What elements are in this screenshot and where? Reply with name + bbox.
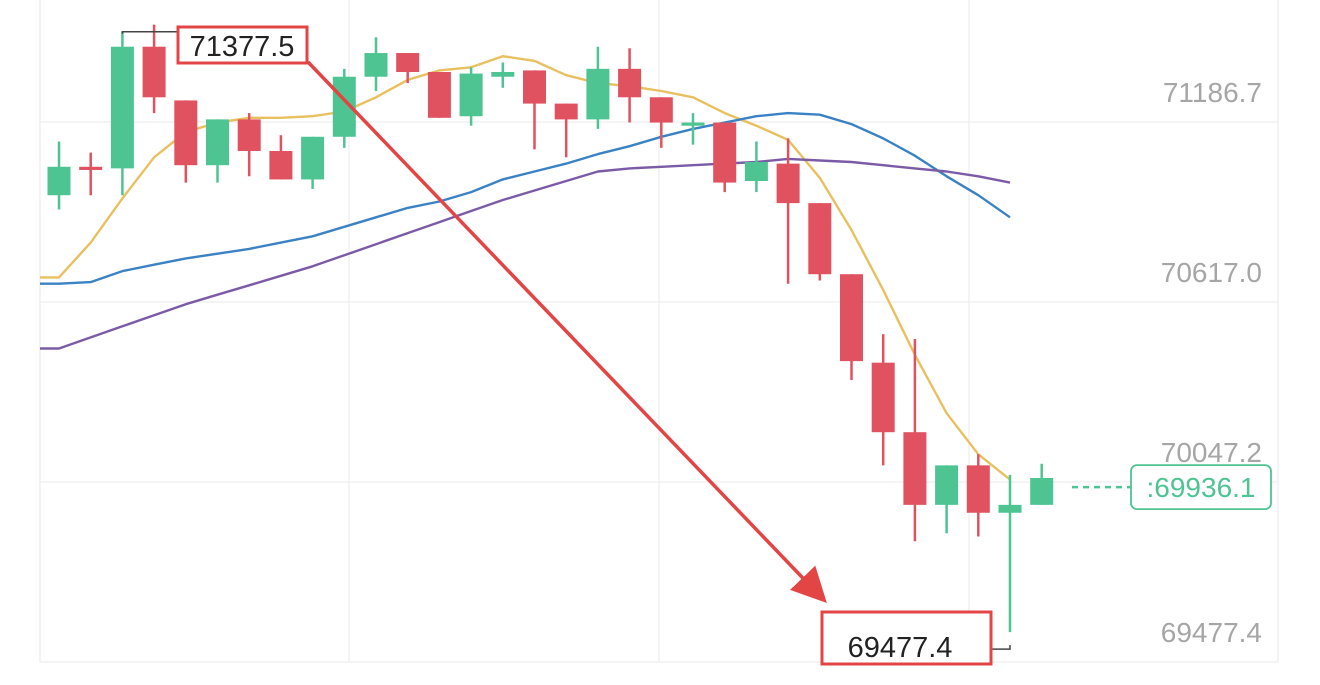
high-highlight-box	[176, 25, 309, 65]
candle-27	[903, 338, 927, 542]
candle-body	[427, 72, 451, 118]
candle-5	[206, 119, 229, 183]
candle-body	[935, 465, 959, 505]
candle-body	[459, 73, 483, 117]
candle-body	[998, 504, 1022, 513]
candle-body	[523, 70, 546, 104]
candle-body	[174, 100, 198, 166]
candle-22	[744, 141, 768, 193]
candle-24	[808, 203, 832, 281]
y-tick-label: 71186.7	[1163, 77, 1262, 108]
candle-12	[427, 72, 451, 118]
candle-body	[840, 274, 863, 362]
candle-body	[776, 163, 800, 204]
candle-6	[237, 113, 261, 177]
candle-body	[47, 166, 71, 196]
candle-body	[1030, 478, 1054, 505]
candle-body	[744, 162, 768, 182]
candle-body	[713, 122, 737, 183]
candle-4	[174, 100, 198, 183]
current-price-box	[1130, 464, 1272, 511]
candle-2	[110, 31, 134, 196]
candle-body	[79, 166, 103, 170]
candle-29	[966, 454, 990, 537]
candle-body	[110, 46, 134, 169]
candle-body	[871, 362, 895, 433]
candle-20	[681, 113, 705, 145]
ma-line-2	[40, 157, 1011, 350]
candle-body	[554, 103, 578, 120]
low-price-label: 69477.4	[848, 632, 953, 664]
candle-body	[237, 119, 261, 151]
candle-body	[396, 53, 420, 72]
candle-body	[966, 465, 990, 513]
current-price-label: :69936.1	[1147, 472, 1256, 503]
candle-0	[47, 141, 71, 210]
candle-30	[998, 474, 1022, 633]
y-tick-label: 70047.2	[1161, 437, 1262, 468]
candle-17	[586, 46, 610, 129]
candle-body	[269, 150, 293, 180]
candle-body	[681, 122, 705, 126]
ma-line-1	[40, 111, 1011, 285]
candle-18	[618, 48, 642, 123]
candle-body	[142, 46, 166, 98]
candle-16	[554, 103, 578, 158]
candle-15	[523, 70, 546, 150]
candle-1	[79, 152, 103, 196]
candle-13	[459, 67, 483, 126]
y-tick-label: 69477.4	[1161, 617, 1262, 648]
high-price-label: 71377.5	[190, 31, 295, 63]
trend-arrow	[306, 60, 827, 604]
candle-body	[206, 119, 229, 166]
candle-body	[649, 97, 673, 123]
y-tick-label: 70617.0	[1161, 257, 1262, 288]
candle-body	[808, 203, 832, 275]
candle-31	[1030, 463, 1054, 505]
price-axis: 71186.7 70617.0 70047.2 69477.4	[1161, 77, 1262, 648]
low-highlight-box	[820, 610, 993, 666]
high-leader-line	[121, 30, 178, 34]
annotations: 71377.5 69477.4 :69936.1	[121, 25, 1272, 666]
candle-26	[871, 334, 895, 466]
candle-14	[491, 62, 515, 88]
candles	[47, 24, 1054, 633]
candle-28	[935, 465, 959, 534]
candle-11	[396, 53, 420, 84]
candle-body	[903, 432, 927, 505]
candle-body	[491, 72, 515, 77]
candle-body	[301, 136, 325, 180]
candle-25	[840, 274, 863, 381]
candle-23	[776, 138, 800, 284]
candle-7	[269, 135, 293, 180]
candle-19	[649, 97, 673, 148]
candle-10	[364, 37, 388, 91]
candle-3	[142, 24, 166, 114]
candle-body	[364, 53, 388, 77]
candle-21	[713, 122, 737, 193]
candle-body	[586, 68, 610, 120]
candle-body	[618, 68, 642, 98]
candle-8	[301, 136, 325, 189]
